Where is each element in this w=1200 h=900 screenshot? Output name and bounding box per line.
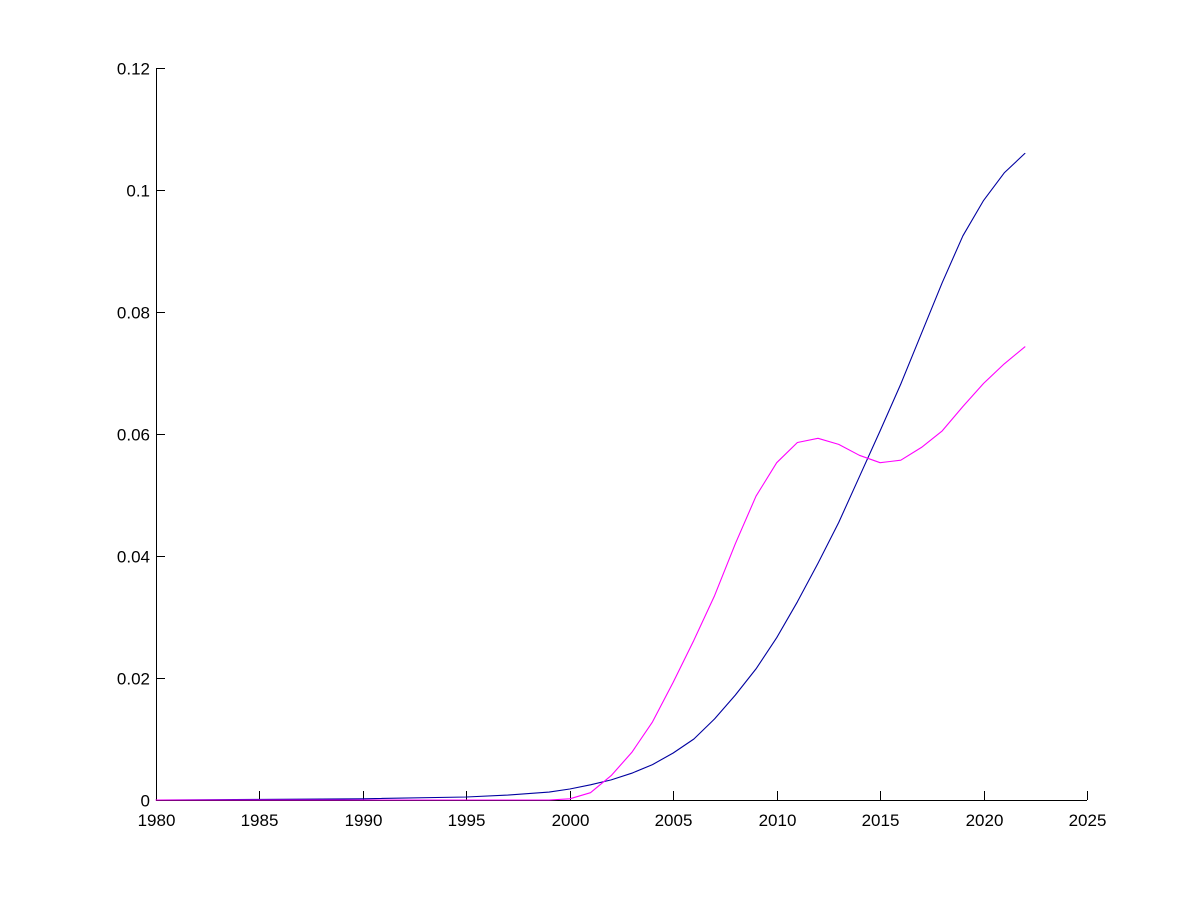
x-tick-label: 1995 xyxy=(448,811,486,830)
series-line-1 xyxy=(155,152,1026,801)
series-line-2 xyxy=(155,346,1026,801)
y-tick-label: 0.1 xyxy=(126,182,150,201)
y-tick-label: 0.12 xyxy=(117,60,150,79)
x-tick-label: 2020 xyxy=(966,811,1004,830)
series-group xyxy=(155,152,1026,801)
y-tick-label: 0.08 xyxy=(117,304,150,323)
x-tick-label: 1985 xyxy=(241,811,279,830)
x-tick-label: 1990 xyxy=(345,811,383,830)
plot-area: 1980 1985 1990 1995 2000 2005 2010 2015 2020 2025… xyxy=(117,60,1107,831)
y-tick-label: 0.06 xyxy=(117,426,150,445)
x-axis-ticks: 1980 1985 1990 1995 2000 2005 2010 2015 2020 2025 xyxy=(138,791,1107,830)
y-tick-label: 0 xyxy=(141,792,150,811)
x-tick-label: 2005 xyxy=(655,811,693,830)
x-tick-label: 1980 xyxy=(138,811,176,830)
y-tick-label: 0.02 xyxy=(117,670,150,689)
x-tick-label: 2015 xyxy=(862,811,900,830)
y-axis-ticks: 0 0.02 0.04 0.06 0.08 0.1 0.12 xyxy=(117,60,165,811)
x-tick-label: 2025 xyxy=(1069,811,1107,830)
x-tick-label: 2000 xyxy=(552,811,590,830)
x-tick-label: 2010 xyxy=(759,811,797,830)
y-tick-label: 0.04 xyxy=(117,548,150,567)
